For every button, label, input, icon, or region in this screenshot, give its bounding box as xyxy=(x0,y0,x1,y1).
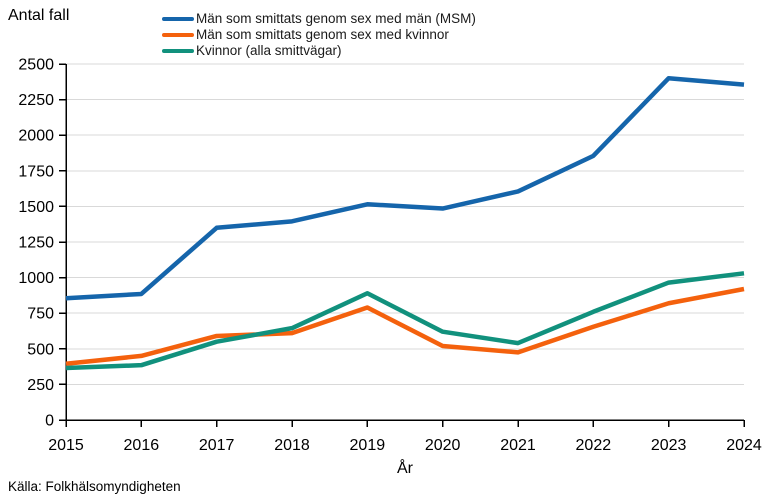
x-tick-label: 2020 xyxy=(425,437,461,454)
x-tick-label: 2024 xyxy=(726,437,762,454)
legend: Män som smittats genom sex med män (MSM)… xyxy=(162,11,476,59)
series-line-2 xyxy=(65,271,745,371)
legend-item-men-women: Män som smittats genom sex med kvinnor xyxy=(162,27,476,43)
source-caption: Källa: Folkhälsomyndigheten xyxy=(8,479,181,494)
y-tick-label: 1000 xyxy=(18,270,54,287)
x-tick-label: 2021 xyxy=(500,437,536,454)
legend-label-men-women: Män som smittats genom sex med kvinnor xyxy=(196,27,449,42)
x-tick-label: 2017 xyxy=(199,437,235,454)
y-tick-label: 750 xyxy=(27,306,54,323)
series-line-0 xyxy=(65,75,745,301)
y-tick-label: 2000 xyxy=(18,128,54,145)
legend-line-swatch-men-women xyxy=(162,33,194,37)
x-axis-title: År xyxy=(397,460,413,477)
legend-line-swatch-msm xyxy=(162,17,194,21)
legend-item-women: Kvinnor (alla smittvägar) xyxy=(162,43,476,59)
y-tick-label: 2250 xyxy=(18,92,54,109)
y-tick-label: 1750 xyxy=(18,163,54,180)
y-axis-title: Antal fall xyxy=(8,7,70,24)
y-tick-label: 250 xyxy=(27,377,54,394)
x-tick-label: 2019 xyxy=(350,437,386,454)
legend-label-msm: Män som smittats genom sex med män (MSM) xyxy=(196,11,476,26)
x-tick-label: 2022 xyxy=(576,437,612,454)
y-tick-label: 1250 xyxy=(18,235,54,252)
legend-label-women: Kvinnor (alla smittvägar) xyxy=(196,43,342,58)
y-tick-label: 500 xyxy=(27,341,54,358)
y-tick-label: 0 xyxy=(45,413,54,430)
x-tick-label: 2016 xyxy=(124,437,160,454)
x-tick-label: 2018 xyxy=(274,437,310,454)
x-tick-label: 2023 xyxy=(651,437,687,454)
x-tick-label: 2015 xyxy=(48,437,84,454)
legend-item-msm: Män som smittats genom sex med män (MSM) xyxy=(162,11,476,27)
y-tick-label: 1500 xyxy=(18,199,54,216)
legend-line-swatch-women xyxy=(162,49,194,53)
series-line-1 xyxy=(65,286,745,366)
y-tick-label: 2500 xyxy=(18,57,54,74)
